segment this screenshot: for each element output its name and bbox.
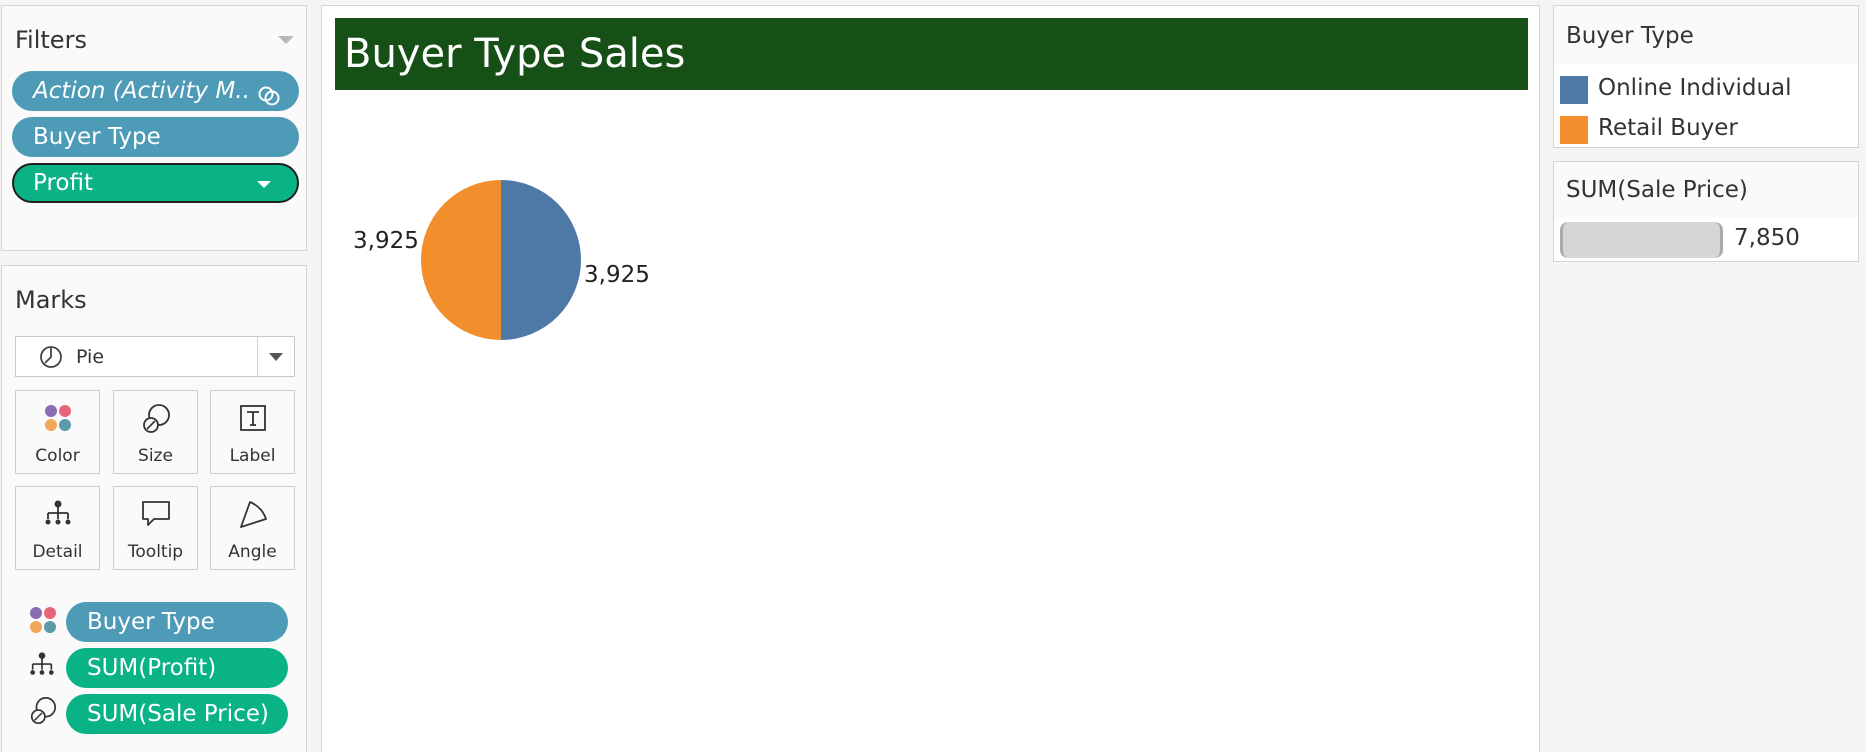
angle-wedge-icon xyxy=(237,499,269,535)
legend-label: Retail Buyer xyxy=(1598,115,1738,141)
size-circles-icon xyxy=(28,696,58,730)
size-legend-card: SUM(Sale Price) 7,850 xyxy=(1553,161,1859,262)
pie-label-retail-buyer: 3,925 xyxy=(353,228,419,254)
color-dots-icon xyxy=(43,403,73,437)
text-label-icon xyxy=(238,403,268,437)
label-button-label: Label xyxy=(229,446,276,466)
detail-button-label: Detail xyxy=(32,542,83,562)
pie-mark-icon xyxy=(39,345,63,373)
shelf-pill-buyer-type[interactable]: Buyer Type xyxy=(66,602,288,642)
size-legend-bar xyxy=(1560,222,1723,258)
pie-slice-retail-buyer[interactable] xyxy=(421,180,501,340)
shelf-pill-label: SUM(Sale Price) xyxy=(87,701,269,727)
filters-title: Filters xyxy=(15,26,87,54)
pie-slice-online-individual[interactable] xyxy=(501,180,581,340)
filters-menu-caret-icon[interactable] xyxy=(278,36,294,44)
linked-filter-icon xyxy=(257,80,281,120)
legend-swatch xyxy=(1560,116,1588,144)
chevron-down-icon[interactable] xyxy=(269,353,283,361)
label-button[interactable]: Label xyxy=(210,390,295,474)
size-legend-value: 7,850 xyxy=(1734,225,1800,251)
size-circles-icon xyxy=(140,403,172,439)
hierarchy-icon xyxy=(28,651,56,683)
size-legend-title: SUM(Sale Price) xyxy=(1554,162,1858,218)
angle-button[interactable]: Angle xyxy=(210,486,295,570)
filter-pill-label: Action (Activity M.. xyxy=(33,78,250,104)
color-legend-card: Buyer Type Online Individual Retail Buye… xyxy=(1553,5,1859,148)
mark-type-label: Pie xyxy=(76,346,105,368)
filter-pill-profit[interactable]: Profit xyxy=(12,163,299,203)
filter-pill-label: Profit xyxy=(33,170,93,196)
filter-pill-label: Buyer Type xyxy=(33,124,161,150)
mark-type-select[interactable]: Pie xyxy=(15,336,295,377)
view-title: Buyer Type Sales xyxy=(344,31,686,77)
tooltip-button[interactable]: Tooltip xyxy=(113,486,198,570)
select-divider xyxy=(257,337,258,376)
angle-button-label: Angle xyxy=(228,542,277,562)
shelf-pill-sum-profit[interactable]: SUM(Profit) xyxy=(66,648,288,688)
filters-card: Filters Action (Activity M.. Buyer Type … xyxy=(1,5,307,251)
color-button[interactable]: Color xyxy=(15,390,100,474)
pill-dropdown-caret-icon[interactable] xyxy=(257,181,271,188)
tooltip-button-label: Tooltip xyxy=(127,542,184,562)
shelf-pill-label: Buyer Type xyxy=(87,609,215,635)
marks-card: Marks Pie Color xyxy=(1,265,307,752)
filter-pill-buyer-type[interactable]: Buyer Type xyxy=(12,117,299,157)
view-canvas: Buyer Type Sales 3,925 3,925 xyxy=(321,5,1540,752)
hierarchy-icon xyxy=(43,499,73,533)
color-dots-icon xyxy=(28,605,58,639)
pie-chart[interactable] xyxy=(322,6,1082,346)
shelf-pill-sum-sale-price[interactable]: SUM(Sale Price) xyxy=(66,694,288,734)
size-button[interactable]: Size xyxy=(113,390,198,474)
detail-button[interactable]: Detail xyxy=(15,486,100,570)
view-title-bar: Buyer Type Sales xyxy=(335,18,1528,90)
speech-bubble-icon xyxy=(140,499,172,533)
shelf-pill-label: SUM(Profit) xyxy=(87,655,217,681)
marks-title: Marks xyxy=(15,286,87,314)
pie-label-online-individual: 3,925 xyxy=(584,262,650,288)
filter-pill-action[interactable]: Action (Activity M.. xyxy=(12,71,299,111)
size-button-label: Size xyxy=(138,446,173,466)
legend-swatch xyxy=(1560,76,1588,104)
legend-label: Online Individual xyxy=(1598,75,1792,101)
color-button-label: Color xyxy=(35,446,80,466)
color-legend-title: Buyer Type xyxy=(1554,6,1858,64)
